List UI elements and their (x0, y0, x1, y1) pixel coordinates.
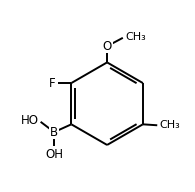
Text: O: O (103, 40, 112, 53)
Text: B: B (50, 126, 58, 138)
Text: F: F (48, 77, 55, 89)
Text: CH₃: CH₃ (160, 120, 180, 130)
Text: CH₃: CH₃ (125, 32, 146, 42)
Text: OH: OH (45, 148, 63, 161)
Text: HO: HO (21, 114, 39, 127)
